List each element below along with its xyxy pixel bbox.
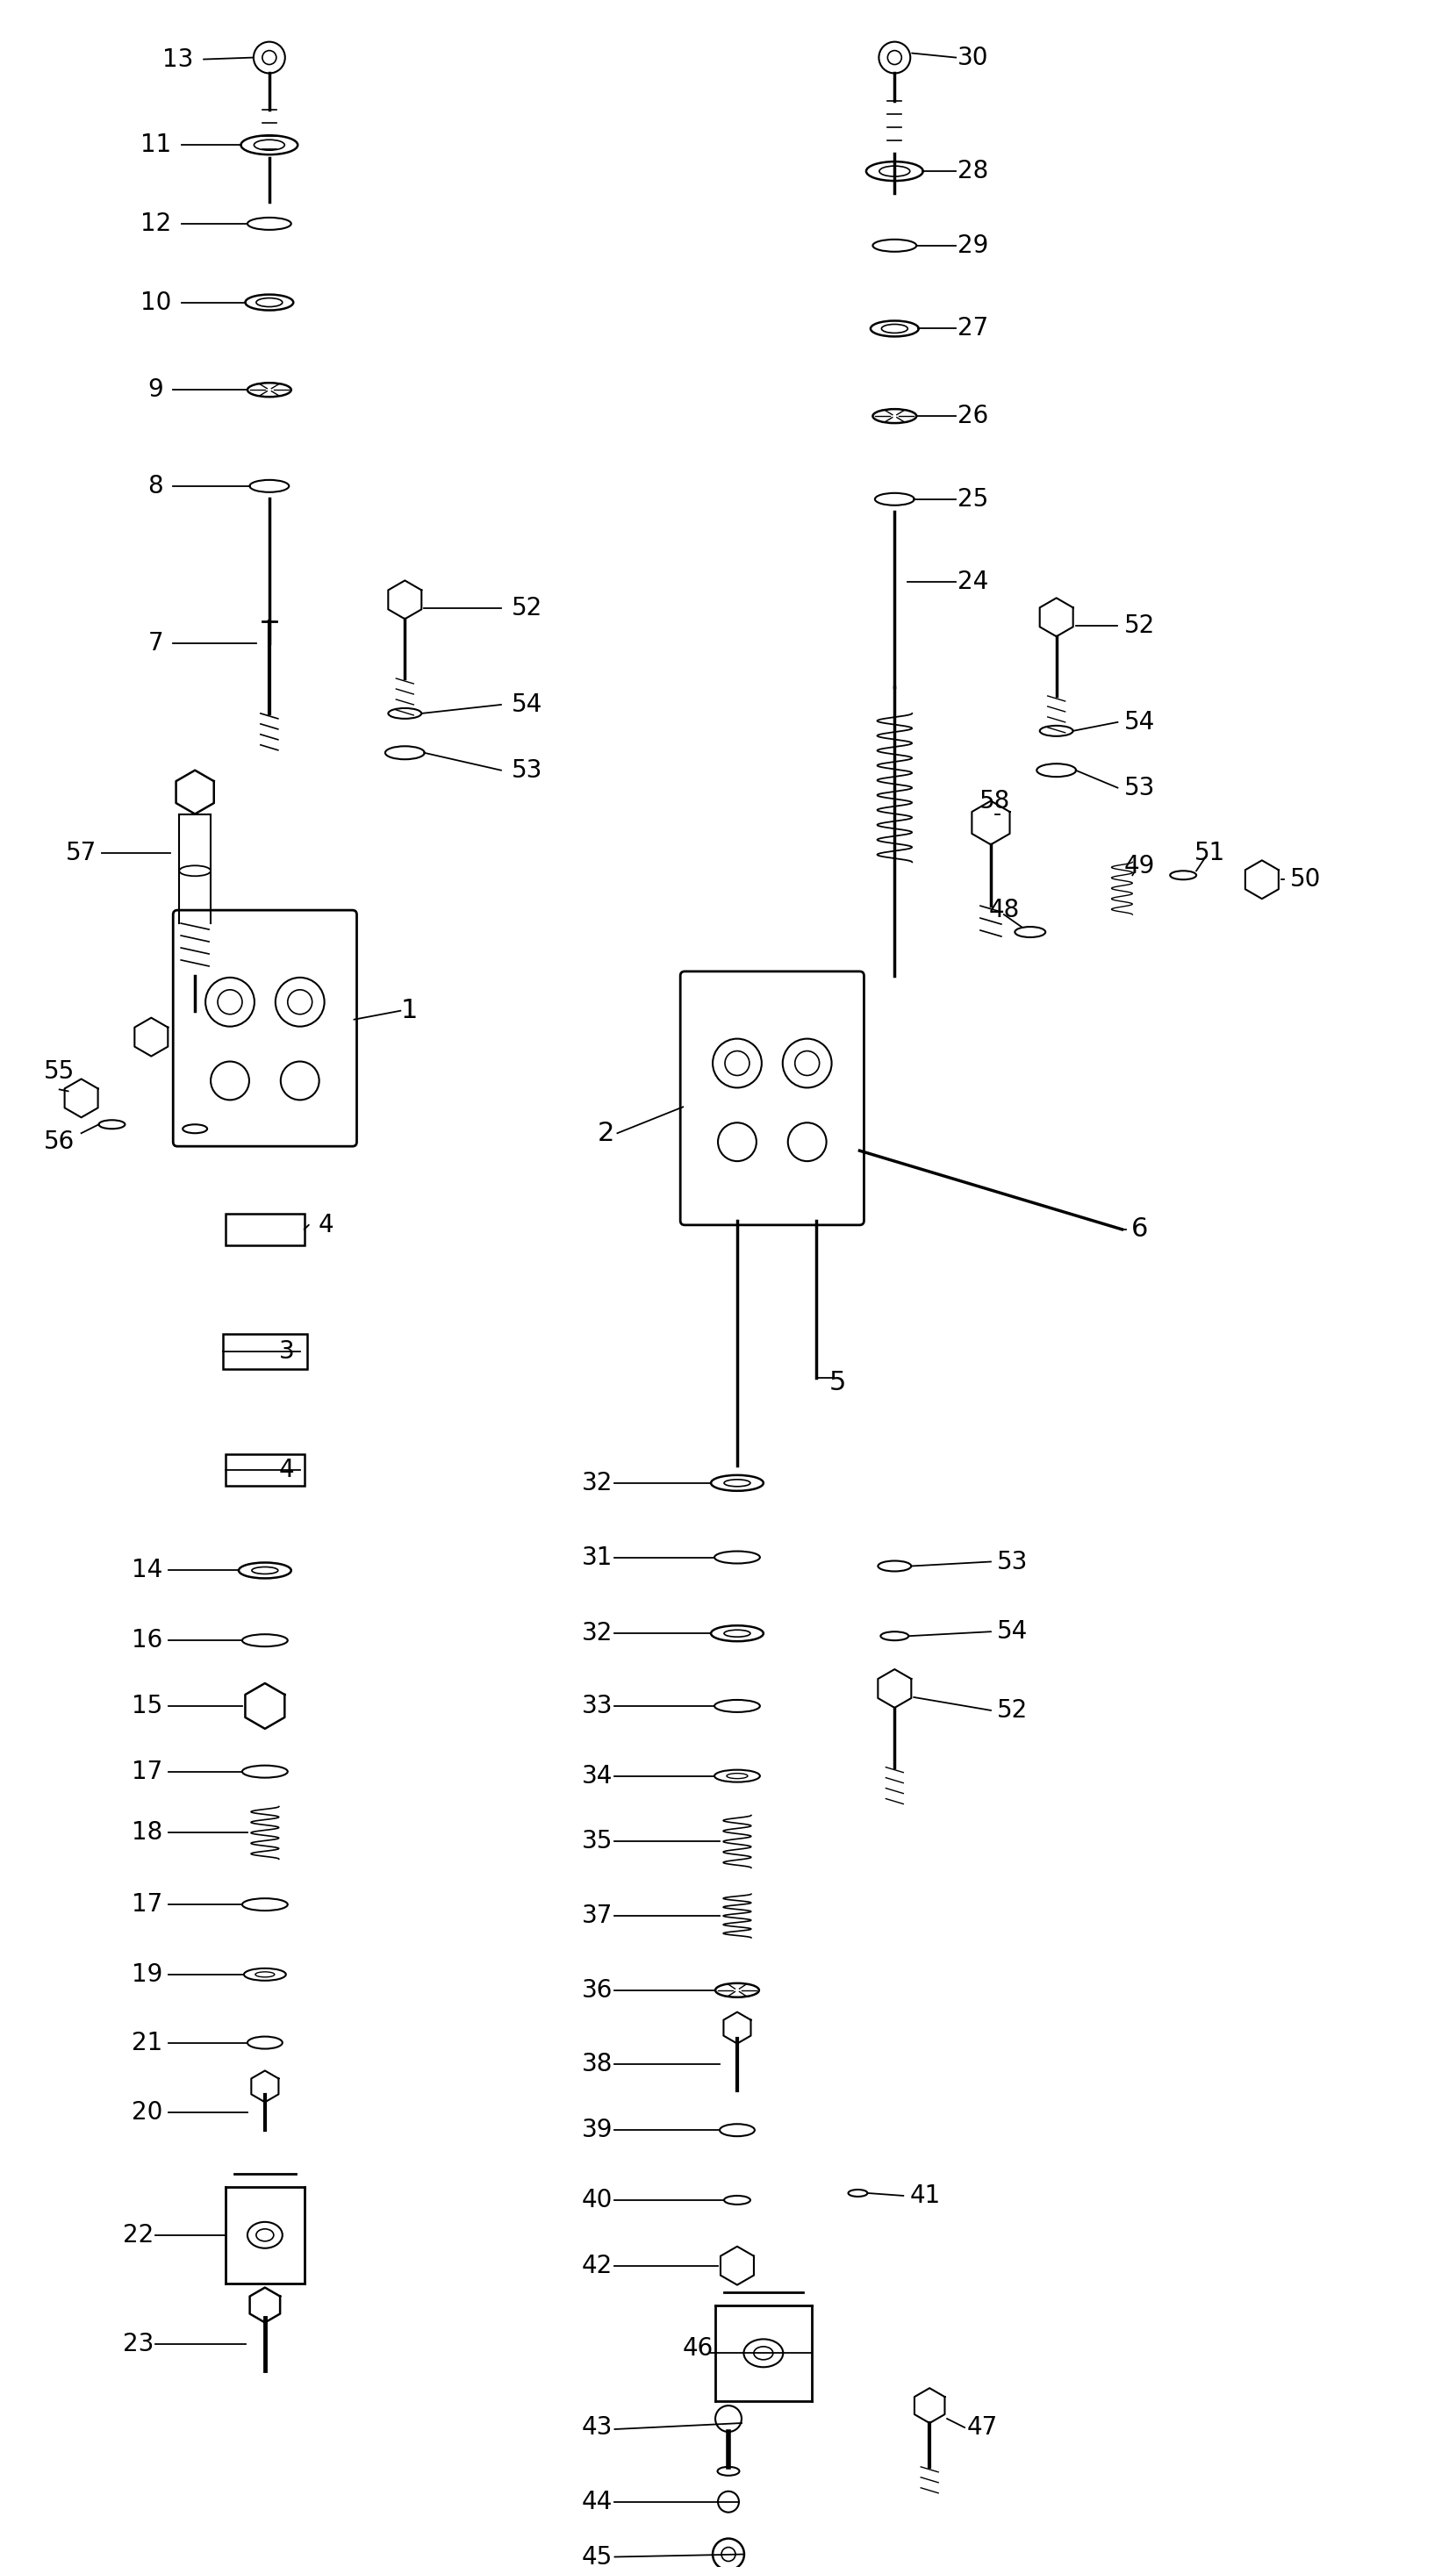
Text: 54: 54 — [1124, 710, 1155, 734]
Text: 43: 43 — [582, 2414, 613, 2440]
Text: 54: 54 — [513, 692, 543, 718]
Text: 44: 44 — [582, 2489, 613, 2515]
Text: 56: 56 — [44, 1130, 74, 1153]
Text: 24: 24 — [958, 569, 989, 595]
Text: 16: 16 — [131, 1629, 162, 1653]
Text: 52: 52 — [1124, 613, 1155, 638]
Text: 30: 30 — [958, 46, 989, 69]
Text: 58: 58 — [980, 788, 1010, 813]
Text: 32: 32 — [582, 1622, 613, 1645]
Text: 18: 18 — [131, 1820, 162, 1846]
Text: 49: 49 — [1124, 855, 1155, 878]
Text: 35: 35 — [582, 1830, 613, 1853]
Text: 53: 53 — [997, 1550, 1028, 1573]
Text: 10: 10 — [140, 291, 172, 314]
Text: 55: 55 — [44, 1060, 74, 1084]
Text: 12: 12 — [140, 211, 170, 237]
Text: 48: 48 — [989, 898, 1019, 921]
Text: 41: 41 — [910, 2183, 941, 2208]
Text: 54: 54 — [997, 1619, 1028, 1645]
Text: 14: 14 — [131, 1557, 162, 1583]
Text: 28: 28 — [958, 160, 989, 183]
Text: 4: 4 — [319, 1212, 333, 1238]
Text: 1: 1 — [400, 999, 418, 1024]
Text: 57: 57 — [66, 842, 96, 865]
Text: 13: 13 — [162, 46, 194, 72]
Text: 26: 26 — [958, 404, 989, 427]
Text: 8: 8 — [149, 474, 163, 499]
Text: 2: 2 — [597, 1120, 614, 1145]
Text: 27: 27 — [958, 317, 989, 340]
Text: 23: 23 — [122, 2332, 154, 2358]
Text: 32: 32 — [582, 1470, 613, 1495]
Text: 52: 52 — [997, 1699, 1028, 1722]
Text: 46: 46 — [683, 2337, 713, 2360]
Text: 53: 53 — [511, 757, 543, 782]
Text: 33: 33 — [582, 1694, 613, 1719]
Text: 9: 9 — [149, 378, 163, 402]
Text: 31: 31 — [582, 1544, 613, 1570]
Text: 39: 39 — [582, 2118, 613, 2142]
Text: 15: 15 — [131, 1694, 162, 1719]
Text: 45: 45 — [582, 2546, 613, 2569]
Bar — [223, 1333, 307, 1369]
Text: 51: 51 — [1194, 842, 1224, 865]
Text: 50: 50 — [1290, 867, 1321, 891]
Text: 47: 47 — [967, 2414, 997, 2440]
Text: 22: 22 — [122, 2224, 153, 2247]
Text: 36: 36 — [582, 1977, 613, 2003]
Text: 17: 17 — [131, 1758, 162, 1784]
Text: 53: 53 — [1124, 775, 1155, 801]
Text: 37: 37 — [582, 1905, 613, 1928]
Text: 17: 17 — [131, 1892, 162, 1918]
Text: 21: 21 — [131, 2031, 162, 2054]
Text: 34: 34 — [582, 1763, 613, 1789]
Text: 19: 19 — [131, 1961, 163, 1987]
Text: 20: 20 — [131, 2100, 163, 2126]
Text: 5: 5 — [830, 1369, 846, 1395]
Text: 6: 6 — [1131, 1218, 1147, 1243]
Text: 7: 7 — [149, 631, 163, 656]
Text: 42: 42 — [582, 2252, 613, 2278]
Text: 38: 38 — [582, 2051, 613, 2077]
Text: 40: 40 — [582, 2188, 613, 2214]
Bar — [226, 1454, 304, 1485]
Bar — [226, 1212, 304, 1246]
Text: 25: 25 — [958, 486, 989, 512]
Text: 4: 4 — [280, 1457, 294, 1483]
Text: 52: 52 — [513, 597, 543, 620]
Text: 29: 29 — [958, 234, 989, 257]
Text: 3: 3 — [280, 1338, 294, 1364]
Text: 11: 11 — [140, 134, 170, 157]
